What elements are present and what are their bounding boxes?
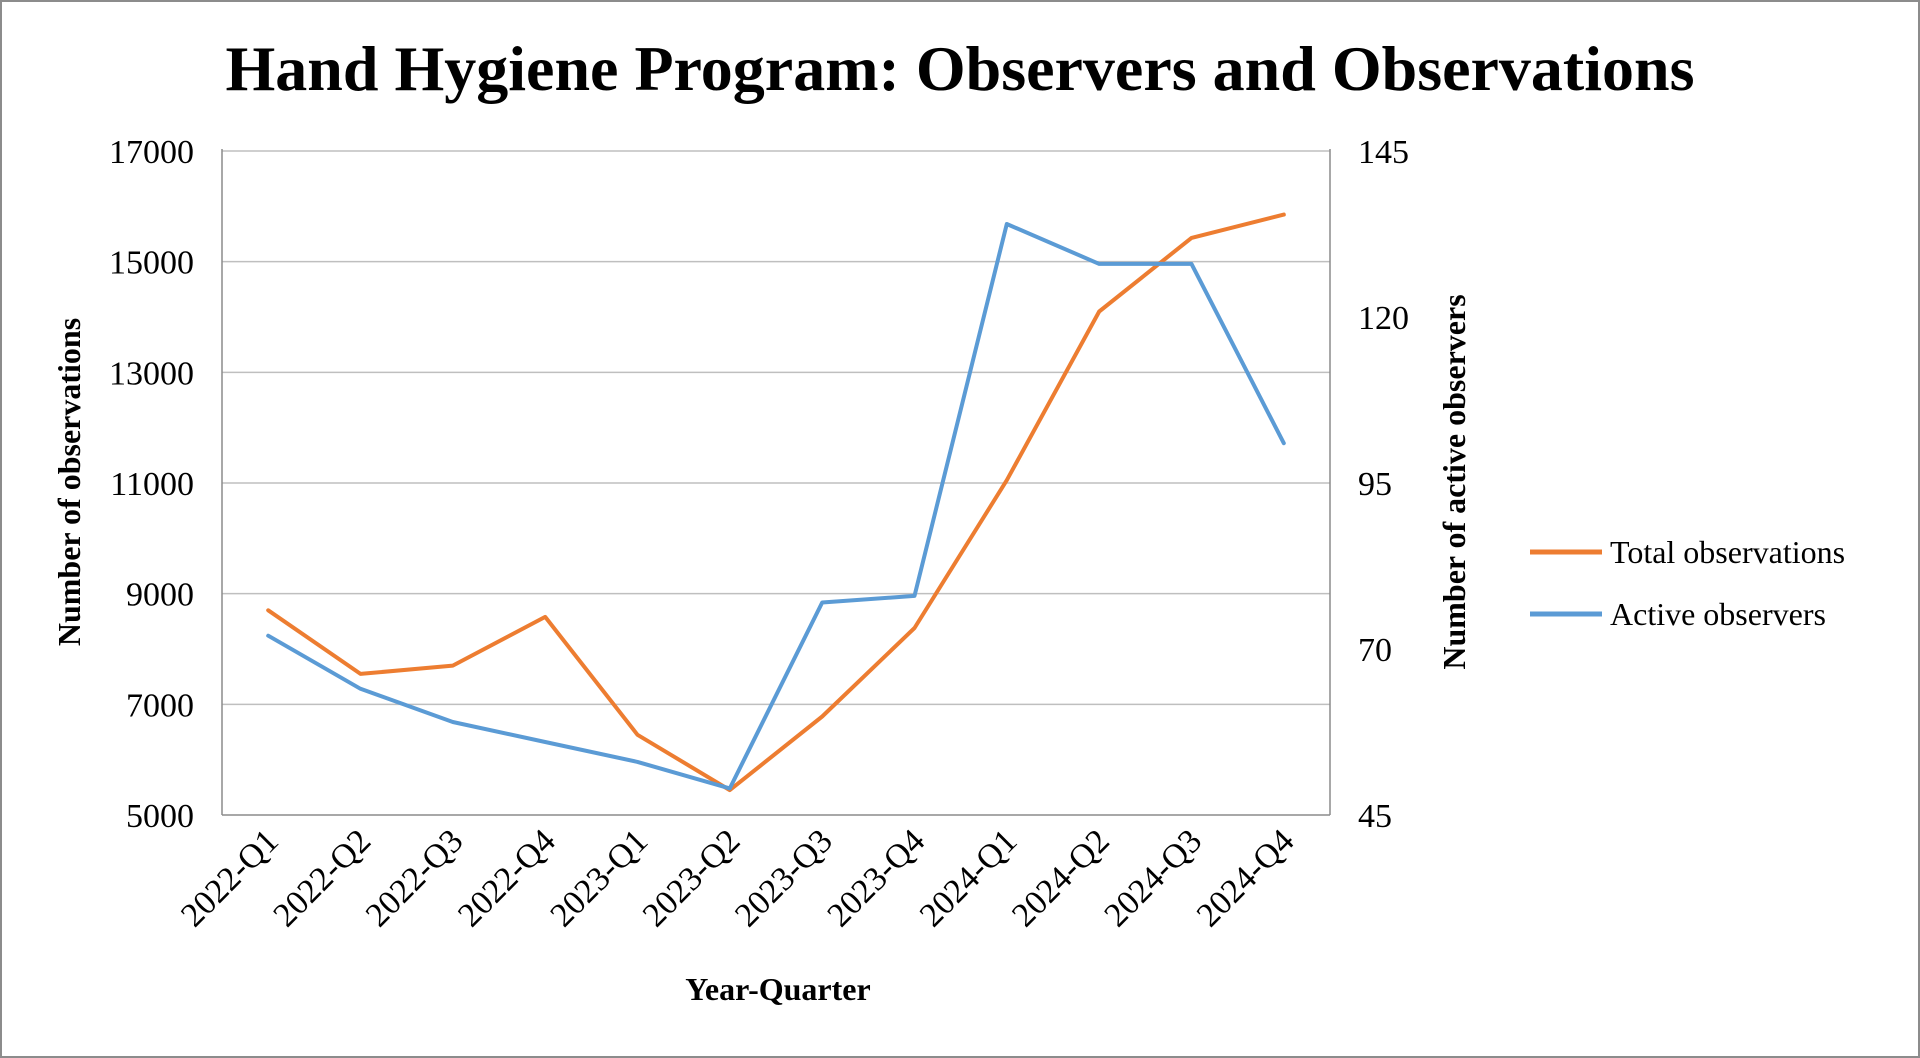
x-tick-label-7: 2023-Q4 [821, 822, 933, 934]
series-lines [266, 212, 1286, 793]
right-tick-label-3: 120 [1358, 300, 1409, 337]
right-tick-label-0: 45 [1358, 798, 1392, 835]
x-tick-label-2: 2022-Q3 [359, 822, 471, 934]
gridlines [222, 150, 1330, 706]
x-tick-label-11: 2024-Q4 [1190, 822, 1302, 934]
legend-label-0: Total observations [1610, 534, 1845, 570]
left-tick-label-0: 5000 [126, 798, 194, 835]
legend: Total observations Active observers [1530, 534, 1845, 632]
x-tick-label-9: 2024-Q2 [1005, 822, 1117, 934]
left-tick-label-5: 15000 [109, 245, 194, 282]
x-axis-title: Year-Quarter [685, 971, 870, 1007]
legend-label-1: Active observers [1610, 596, 1826, 632]
right-axis-tick-labels: 45 70 95 120 145 [1358, 134, 1409, 835]
left-tick-label-2: 9000 [126, 577, 194, 614]
left-tick-label-1: 7000 [126, 687, 194, 724]
x-tick-label-1: 2022-Q2 [267, 822, 379, 934]
chart-title: Hand Hygiene Program: Observers and Obse… [226, 33, 1695, 104]
axes [221, 149, 1331, 816]
x-tick-label-5: 2023-Q2 [636, 822, 748, 934]
series-line-1 [266, 222, 1286, 791]
x-tick-label-8: 2024-Q1 [913, 822, 1025, 934]
series-line-0 [266, 212, 1286, 793]
x-tick-label-3: 2022-Q4 [451, 822, 563, 934]
left-tick-label-3: 11000 [110, 466, 194, 503]
right-tick-label-1: 70 [1358, 632, 1392, 669]
right-tick-label-4: 145 [1358, 134, 1409, 171]
right-axis-title: Number of active observers [1436, 294, 1472, 669]
left-axis-tick-labels: 5000 7000 9000 11000 13000 15000 17000 [109, 134, 194, 835]
x-axis-tick-labels: 2022-Q12022-Q22022-Q32022-Q42023-Q12023-… [174, 822, 1301, 934]
x-tick-label-0: 2022-Q1 [174, 822, 286, 934]
left-tick-label-6: 17000 [109, 134, 194, 171]
left-axis-title: Number of observations [51, 318, 87, 646]
x-tick-label-10: 2024-Q3 [1098, 822, 1210, 934]
left-tick-label-4: 13000 [109, 355, 194, 392]
x-tick-label-6: 2023-Q3 [728, 822, 840, 934]
x-tick-label-4: 2023-Q1 [544, 822, 656, 934]
right-tick-label-2: 95 [1358, 466, 1392, 503]
